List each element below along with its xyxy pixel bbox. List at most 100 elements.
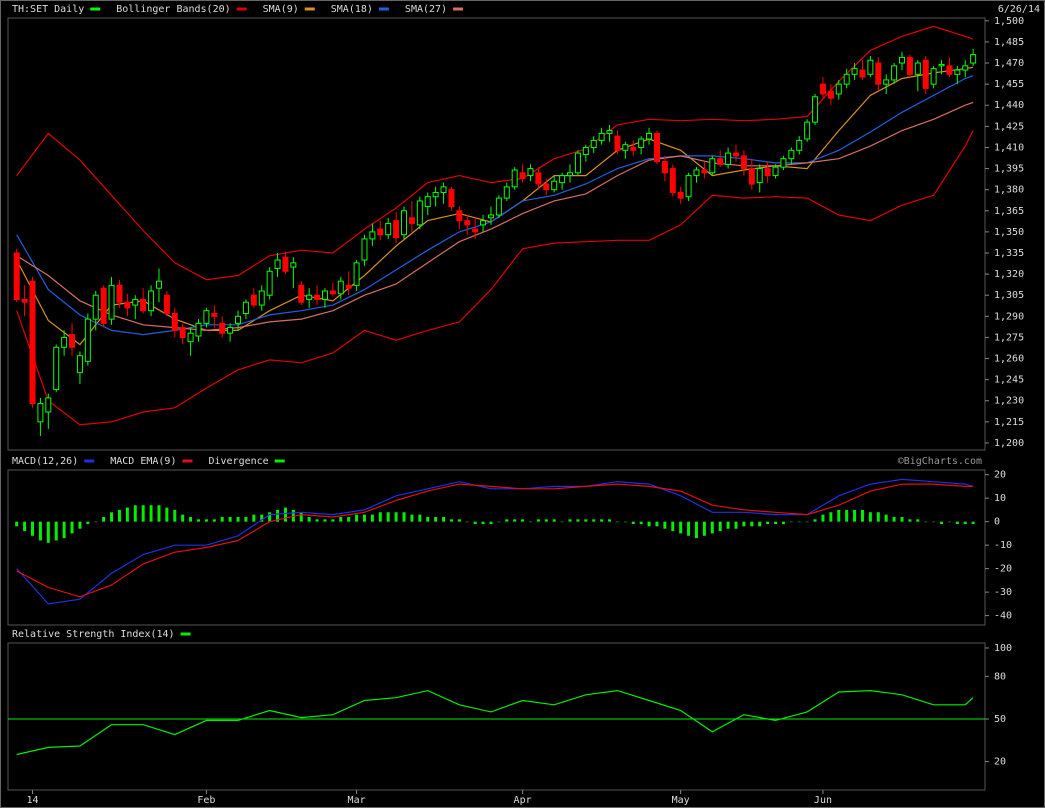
legend-label: Divergence xyxy=(208,456,268,467)
candle-body xyxy=(290,262,297,268)
divergence-bar xyxy=(489,521,493,525)
candle-body xyxy=(590,139,597,148)
divergence-bar xyxy=(932,521,936,523)
divergence-bar xyxy=(442,516,446,522)
legend-label: MACD(12,26) xyxy=(12,456,78,467)
divergence-bar xyxy=(102,516,106,522)
candle-body xyxy=(45,397,52,413)
legend-label: SMA(27) xyxy=(405,4,447,15)
divergence-bar xyxy=(971,521,975,525)
y-tick-label: 1,215 xyxy=(994,417,1024,428)
candle-body xyxy=(962,65,969,71)
divergence-bar xyxy=(679,521,683,534)
y-tick-label: 1,395 xyxy=(994,164,1024,175)
divergence-bar xyxy=(718,521,722,532)
y-tick-label: 1,320 xyxy=(994,269,1024,280)
divergence-bar xyxy=(268,512,272,522)
candle-body xyxy=(13,252,20,300)
divergence-bar xyxy=(473,521,477,525)
x-tick-label: Apr xyxy=(514,795,532,806)
candle-body xyxy=(914,62,921,75)
divergence-bar xyxy=(315,519,319,522)
candle-body xyxy=(614,135,621,151)
candle-body xyxy=(306,294,313,300)
candle-body xyxy=(140,298,147,312)
divergence-bar xyxy=(805,521,809,523)
candle-body xyxy=(772,166,779,177)
y-tick-label: 50 xyxy=(994,714,1006,725)
candle-body xyxy=(416,200,423,226)
divergence-bar xyxy=(165,507,169,522)
y-tick-label: 1,485 xyxy=(994,37,1024,48)
candle-body xyxy=(740,155,747,170)
divergence-bar xyxy=(544,519,548,522)
y-tick-label: -20 xyxy=(994,564,1012,575)
divergence-bar xyxy=(623,521,627,523)
divergence-bar xyxy=(781,521,785,525)
y-tick-label: 1,425 xyxy=(994,121,1024,132)
candle-body xyxy=(780,158,787,168)
divergence-bar xyxy=(410,514,414,522)
candle-body xyxy=(511,169,518,188)
candle-body xyxy=(574,152,581,174)
candle-body xyxy=(598,132,605,141)
candle-body xyxy=(930,68,937,85)
candle-body xyxy=(701,169,708,174)
divergence-bar xyxy=(426,516,430,522)
candle-body xyxy=(709,158,716,174)
divergence-bar xyxy=(204,519,208,522)
divergence-bar xyxy=(362,514,366,522)
divergence-bar xyxy=(789,521,793,523)
panel-frame xyxy=(7,469,986,626)
divergence-bar xyxy=(110,512,114,522)
candle-body xyxy=(266,270,273,296)
divergence-bar xyxy=(631,521,635,525)
x-tick-label: 14 xyxy=(26,795,38,806)
divergence-bar xyxy=(157,505,161,522)
divergence-bar xyxy=(536,519,540,522)
candle-body xyxy=(843,73,850,85)
candle-body xyxy=(487,214,494,219)
candle-body xyxy=(219,322,226,334)
x-tick-label: Mar xyxy=(348,795,366,806)
divergence-bar xyxy=(702,521,706,536)
candle-body xyxy=(92,294,99,320)
candle-body xyxy=(891,65,898,81)
candle-body xyxy=(298,284,305,303)
divergence-bar xyxy=(133,505,137,522)
candle-body xyxy=(314,294,321,300)
y-tick-label: 1,305 xyxy=(994,290,1024,301)
candle-body xyxy=(148,290,155,312)
divergence-bar xyxy=(663,521,667,529)
candle-body xyxy=(922,59,929,89)
candle-body xyxy=(685,175,692,198)
candle-body xyxy=(258,290,265,306)
divergence-bar xyxy=(78,521,82,529)
candle-body xyxy=(456,210,463,222)
date: 6/26/14 xyxy=(998,4,1040,15)
candle-body xyxy=(369,231,376,240)
candle-body xyxy=(630,146,637,151)
candle-body xyxy=(179,327,186,338)
divergence-bar xyxy=(710,521,714,534)
candle-body xyxy=(53,346,60,390)
y-tick-label: 1,200 xyxy=(994,438,1024,449)
candle-body xyxy=(883,79,890,85)
candle-body xyxy=(274,259,281,269)
candle-body xyxy=(211,313,218,317)
divergence-bar xyxy=(560,521,564,523)
candle-body xyxy=(543,183,550,191)
divergence-bar xyxy=(323,519,327,522)
candle-body xyxy=(250,294,257,306)
divergence-bar xyxy=(734,521,738,529)
divergence-bar xyxy=(46,521,50,543)
candle-body xyxy=(203,310,210,324)
divergence-bar xyxy=(307,516,311,522)
divergence-bar xyxy=(283,507,287,522)
divergence-bar xyxy=(465,521,469,523)
divergence-bar xyxy=(963,521,967,525)
y-tick-label: -10 xyxy=(994,540,1012,551)
divergence-bar xyxy=(386,512,390,522)
divergence-bar xyxy=(908,519,912,522)
